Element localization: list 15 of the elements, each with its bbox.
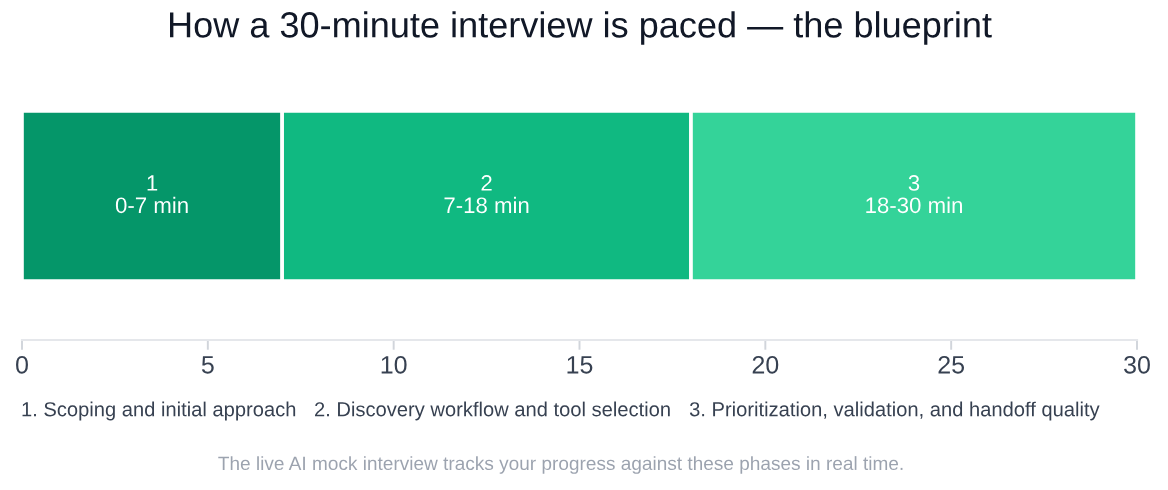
annotation: 3 18-30 min	[866, 175, 962, 214]
annotation: 2 7-18 min	[444, 175, 529, 214]
x-tick-label: 0	[16, 355, 28, 374]
x-tick-label: 15	[567, 356, 593, 374]
chart-title: How a 30-minute interview is paced — the blueprint	[170, 11, 992, 45]
text: 1. Scoping and initial approach	[22, 401, 296, 421]
x-tick-label: 20	[752, 355, 779, 374]
x-tick-label: 10	[381, 355, 407, 374]
text: 3. Prioritization, validation, and handoff quality	[689, 401, 1100, 421]
x-tick-label: 25	[938, 355, 965, 374]
text: 2. Discovery workflow and tool selection	[315, 401, 670, 421]
annotation: 1 0-7 min	[115, 175, 188, 214]
x-tick-label: 5	[201, 356, 214, 374]
x-tick-label: 30	[1124, 355, 1150, 374]
text: The live AI mock interview tracks your progress against these phases in real time.	[218, 456, 903, 474]
